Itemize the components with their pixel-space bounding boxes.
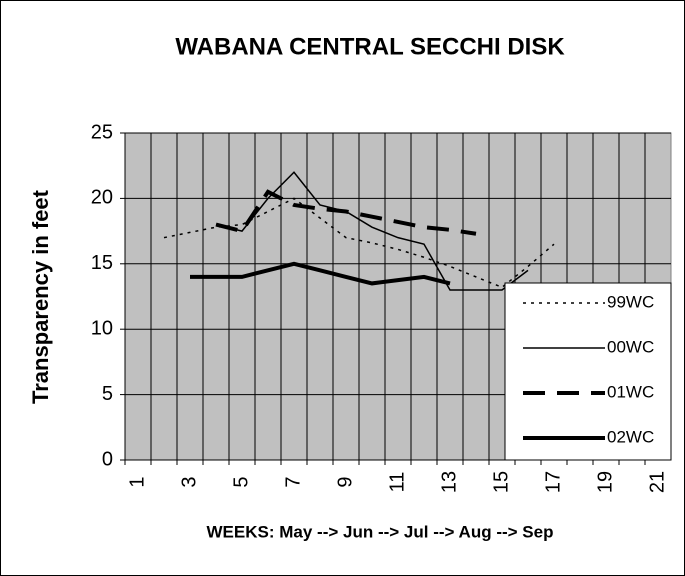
x-tick-label: 1: [126, 476, 148, 487]
y-tick-label: 0: [102, 448, 113, 470]
y-tick-label: 10: [91, 317, 113, 339]
y-tick-label: 25: [91, 121, 113, 143]
x-tick-label: 17: [542, 471, 564, 493]
series-line: [190, 261, 451, 286]
legend: [504, 282, 672, 461]
x-tick-label: 21: [646, 471, 668, 493]
x-axis-label: WEEKS: May --> Jun --> Jul --> Aug --> S…: [207, 522, 554, 541]
legend-label: 99WC: [607, 292, 654, 311]
series-line: [215, 171, 529, 291]
x-tick-label: 15: [490, 471, 512, 493]
chart-title: WABANA CENTRAL SECCHI DISK: [175, 33, 565, 60]
legend-label: 00WC: [607, 337, 654, 356]
legend-label: 01WC: [607, 382, 654, 401]
x-tick-label: 7: [282, 476, 304, 487]
x-tick-label: 13: [438, 471, 460, 493]
y-tick-label: 5: [102, 383, 113, 405]
y-axis-label: Transparency in feet: [28, 189, 53, 404]
x-tick-label: 19: [594, 471, 616, 493]
y-tick-label: 15: [91, 252, 113, 274]
x-tick-label: 9: [334, 476, 356, 487]
x-tick-label: 5: [230, 476, 252, 487]
x-tick-label: 11: [386, 472, 408, 493]
series-line: [215, 189, 477, 236]
x-tick-label: 3: [178, 476, 200, 487]
legend-label: 02WC: [607, 427, 654, 446]
y-tick-label: 20: [91, 187, 113, 209]
